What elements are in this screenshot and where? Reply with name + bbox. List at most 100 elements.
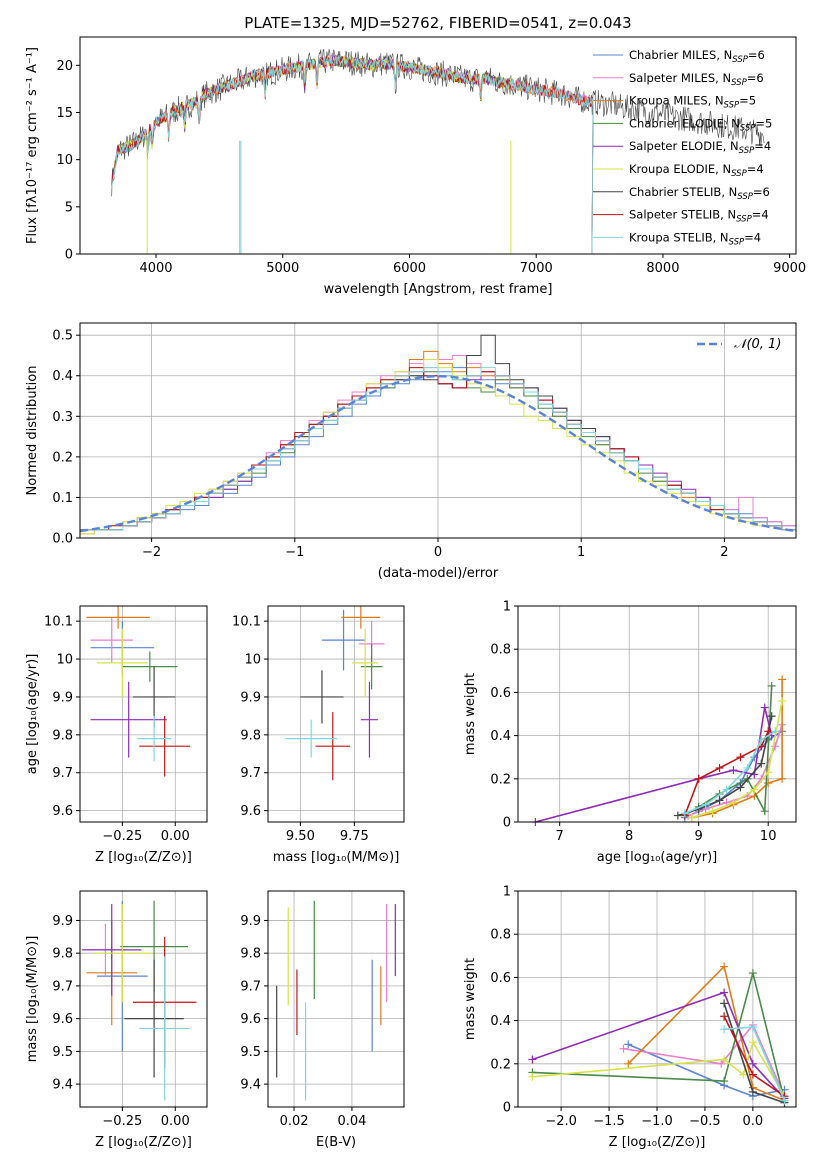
y-tick-label: 0.6 xyxy=(490,686,511,701)
y-axis-label: Flux [fλ10⁻¹⁷ erg cm⁻² s⁻¹ A⁻¹] xyxy=(25,47,40,244)
weight-marker xyxy=(717,1059,726,1068)
legend-entry: Kroupa STELIB, NSSP=4 xyxy=(629,230,761,247)
weight-marker xyxy=(764,768,773,777)
y-tick-label: 1 xyxy=(503,885,511,900)
legend-entry: Salpeter MILES, NSSP=6 xyxy=(629,71,764,88)
legend-entry: Kroupa ELODIE, NSSP=4 xyxy=(629,162,764,179)
x-tick-label: −0.25 xyxy=(102,829,142,844)
y-tick-label: 0 xyxy=(65,248,73,263)
y-tick-label: 10 xyxy=(56,153,73,168)
x-tick-label: 8 xyxy=(625,829,633,844)
y-tick-label: 10 xyxy=(244,653,261,668)
y-axis-label: mass weight xyxy=(463,958,478,1040)
x-tick-label: 0.00 xyxy=(161,829,190,844)
weight-marker xyxy=(757,759,766,768)
x-tick-label: 9.50 xyxy=(286,829,315,844)
weight-marker xyxy=(720,999,729,1008)
weight-series-line xyxy=(684,730,769,816)
weight-marker xyxy=(743,764,752,772)
x-tick-label: 1 xyxy=(577,545,585,560)
x-axis-label: Z [log₁₀(Z/Z⊙)] xyxy=(609,1135,706,1150)
y-tick-label: 0 xyxy=(503,816,511,831)
histogram-series xyxy=(80,359,796,538)
x-tick-label: 9000 xyxy=(773,261,806,276)
weight-marker xyxy=(720,1055,729,1064)
axes-frame xyxy=(517,605,797,823)
errorbar-point xyxy=(341,606,381,629)
errorbar-point xyxy=(92,904,152,1003)
x-tick-label: −2 xyxy=(142,545,161,560)
y-tick-label: 0.2 xyxy=(52,450,73,465)
weight-marker xyxy=(771,727,780,736)
y-tick-label: 9.6 xyxy=(52,1012,73,1027)
y-tick-label: 9.8 xyxy=(240,728,261,743)
weight-marker xyxy=(720,1077,729,1086)
y-tick-label: 9.7 xyxy=(52,979,73,994)
errorbar-point xyxy=(82,904,142,996)
weight-marker xyxy=(720,1025,729,1034)
x-tick-label: −1 xyxy=(285,545,304,560)
y-axis-label: mass [log₁₀(M/M⊙)] xyxy=(25,936,40,1063)
legend-entry: Kroupa MILES, NSSP=5 xyxy=(629,94,756,111)
legend-entry: Chabrier STELIB, NSSP=6 xyxy=(629,185,770,202)
weight-marker xyxy=(767,712,776,721)
y-axis-label: mass weight xyxy=(463,673,478,755)
legend-entry: 𝒩(0, 1) xyxy=(734,337,781,352)
y-tick-label: 0.8 xyxy=(490,643,511,658)
weight-marker xyxy=(778,675,787,684)
legend-entry: Salpeter ELODIE, NSSP=4 xyxy=(629,139,771,156)
axes-frame xyxy=(267,605,405,823)
errorbar-point xyxy=(321,609,366,671)
weight-marker xyxy=(715,764,724,772)
weight-marker xyxy=(624,1059,633,1068)
y-tick-label: 9.6 xyxy=(240,804,261,819)
x-axis-label: (data-model)/error xyxy=(378,566,499,581)
weight-series-line xyxy=(691,700,783,819)
x-tick-label: 5000 xyxy=(266,261,299,276)
weight-marker xyxy=(748,1059,757,1068)
weight-marker xyxy=(748,969,757,978)
legend-entry: Salpeter STELIB, NSSP=4 xyxy=(629,208,769,225)
weight-marker xyxy=(778,697,787,706)
weight-marker xyxy=(748,1023,757,1032)
weight-marker xyxy=(680,809,689,818)
y-tick-label: 9.4 xyxy=(240,1078,261,1093)
errorbar-point xyxy=(122,651,178,682)
chart-title: PLATE=1325, MJD=52762, FIBERID=0541, z=0… xyxy=(244,14,631,32)
errorbar-point xyxy=(139,956,191,1101)
y-tick-label: 9.9 xyxy=(240,690,261,705)
weight-marker xyxy=(760,807,769,816)
normal-curve xyxy=(80,374,796,533)
spectrum-legend: Chabrier MILES, NSSP=6 Salpeter MILES, NS… xyxy=(593,48,772,247)
x-axis-label: Z [log₁₀(Z/Z⊙)] xyxy=(95,1135,192,1150)
weight-marker xyxy=(748,1087,757,1096)
y-tick-label: 0.1 xyxy=(52,491,73,506)
x-tick-label: 0.02 xyxy=(280,1114,309,1129)
y-tick-label: 9.8 xyxy=(52,728,73,743)
x-axis-label: mass [log₁₀(M/M⊙)] xyxy=(273,850,400,865)
x-tick-label: 7000 xyxy=(520,261,553,276)
age-vs-Z-panel: −0.25 0.00 9.6 9.7 9.8 9.9 10 10.1 Z [log₁₀(Z/Z⊙… xyxy=(25,605,208,865)
y-tick-label: 9.6 xyxy=(240,1012,261,1027)
weight-marker xyxy=(673,811,682,820)
weight-marker xyxy=(528,1055,537,1064)
errorbar-point xyxy=(285,719,338,758)
axes-frame xyxy=(267,890,405,1108)
x-tick-label: 10 xyxy=(760,829,777,844)
errorbar-point xyxy=(360,643,383,690)
errorbar-point xyxy=(352,628,379,697)
weight-marker xyxy=(750,785,759,794)
x-tick-label: 4000 xyxy=(139,261,172,276)
y-tick-label: 0.4 xyxy=(490,1014,511,1029)
weight-marker xyxy=(694,774,703,783)
weight-marker xyxy=(528,1072,537,1081)
y-tick-label: 0.5 xyxy=(52,329,73,344)
y-tick-label: 9.6 xyxy=(52,804,73,819)
y-tick-label: 9.9 xyxy=(240,914,261,929)
weight-vs-Z-panel: −2.0 −1.5 −1.0 −0.5 0.0 0 0.2 0.4 0.6 0.8 1 Z [log₁… xyxy=(463,885,797,1150)
y-tick-label: 10.1 xyxy=(44,615,73,630)
errorbar-point xyxy=(86,606,150,629)
y-tick-label: 9.8 xyxy=(240,947,261,962)
x-axis-label: wavelength [Angstrom, rest frame] xyxy=(324,282,553,297)
